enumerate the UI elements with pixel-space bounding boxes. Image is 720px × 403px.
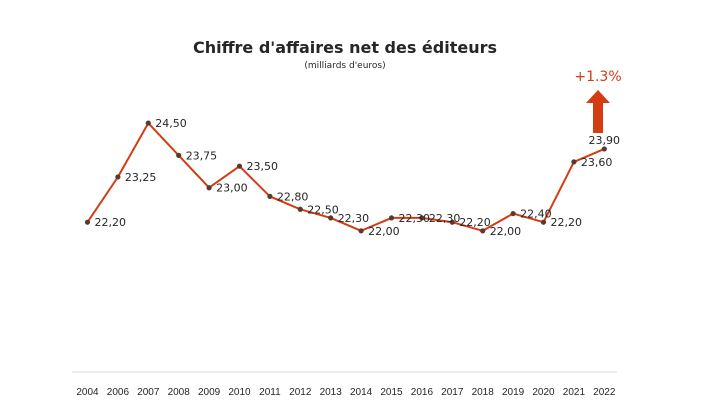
data-point (540, 219, 547, 225)
x-tick-layer: 2004 2006 2007 2008 2009 2010 2011 2012 2013 2014… (76, 387, 615, 398)
data-label: 22,00 (368, 225, 400, 238)
chart-subtitle: (milliards d'euros) (304, 61, 385, 71)
x-tick-label: 2010 (228, 387, 251, 398)
data-point (419, 215, 425, 221)
data-point (84, 219, 91, 225)
data-point (449, 219, 455, 225)
data-label: 22,40 (520, 208, 552, 221)
data-label: 22,00 (490, 225, 522, 238)
data-label: 22,20 (551, 216, 583, 229)
x-tick-label: 2018 (472, 387, 495, 398)
data-label: 23,75 (186, 149, 218, 162)
up-arrow-icon (586, 90, 610, 133)
data-point (328, 215, 334, 221)
data-point (358, 228, 364, 234)
data-label: 22,80 (277, 190, 309, 203)
data-point (236, 163, 243, 169)
data-label: 23,90 (589, 134, 621, 147)
x-tick-label: 2007 (137, 387, 160, 398)
data-point (601, 146, 607, 152)
x-tick-label: 2012 (289, 387, 312, 398)
data-label: 22,30 (429, 212, 461, 225)
x-tick-label: 2009 (198, 387, 221, 398)
data-label: 22,50 (307, 203, 339, 216)
x-tick-label: 2006 (107, 387, 130, 398)
data-label: 23,60 (581, 156, 613, 169)
data-point (115, 174, 121, 180)
data-label: 23,25 (125, 171, 156, 184)
x-tick-label: 2013 (320, 387, 343, 398)
data-label: 22,30 (399, 212, 431, 225)
data-label: 22,20 (95, 216, 127, 229)
growth-annotation: +1.3% (574, 69, 622, 133)
data-label: 23,00 (216, 182, 248, 195)
data-point (510, 210, 516, 217)
x-tick-label: 2011 (259, 387, 281, 398)
growth-percent-label: +1.3% (574, 69, 621, 85)
data-label-layer: 22,20 23,25 24,50 23,75 23,00 23,50 22,8022,50… (95, 117, 621, 238)
data-point (480, 228, 486, 234)
data-point (206, 185, 212, 191)
data-label: 22,20 (459, 216, 491, 229)
data-label: 24,50 (155, 117, 187, 130)
x-tick-label: 2020 (532, 387, 555, 398)
chart-title: Chiffre d'affaires net des éditeurs (193, 38, 497, 57)
data-point (388, 215, 395, 221)
x-tick-label: 2014 (350, 387, 373, 398)
x-tick-label: 2015 (380, 387, 403, 398)
data-label: 23,50 (247, 160, 279, 173)
x-tick-label: 2022 (593, 387, 616, 398)
x-tick-label: 2019 (502, 387, 525, 398)
x-tick-label: 2008 (168, 387, 191, 398)
data-label: 22,30 (338, 212, 370, 225)
x-tick-label: 2004 (76, 387, 99, 398)
data-point (571, 159, 577, 165)
data-point (267, 193, 273, 199)
data-point (145, 120, 151, 126)
data-point (176, 152, 182, 158)
series-line (86, 122, 605, 232)
x-tick-label: 2017 (441, 387, 464, 398)
x-tick-label: 2021 (563, 387, 586, 398)
x-tick-label: 2016 (411, 387, 434, 398)
series-layer (84, 120, 607, 234)
data-point (297, 206, 303, 212)
